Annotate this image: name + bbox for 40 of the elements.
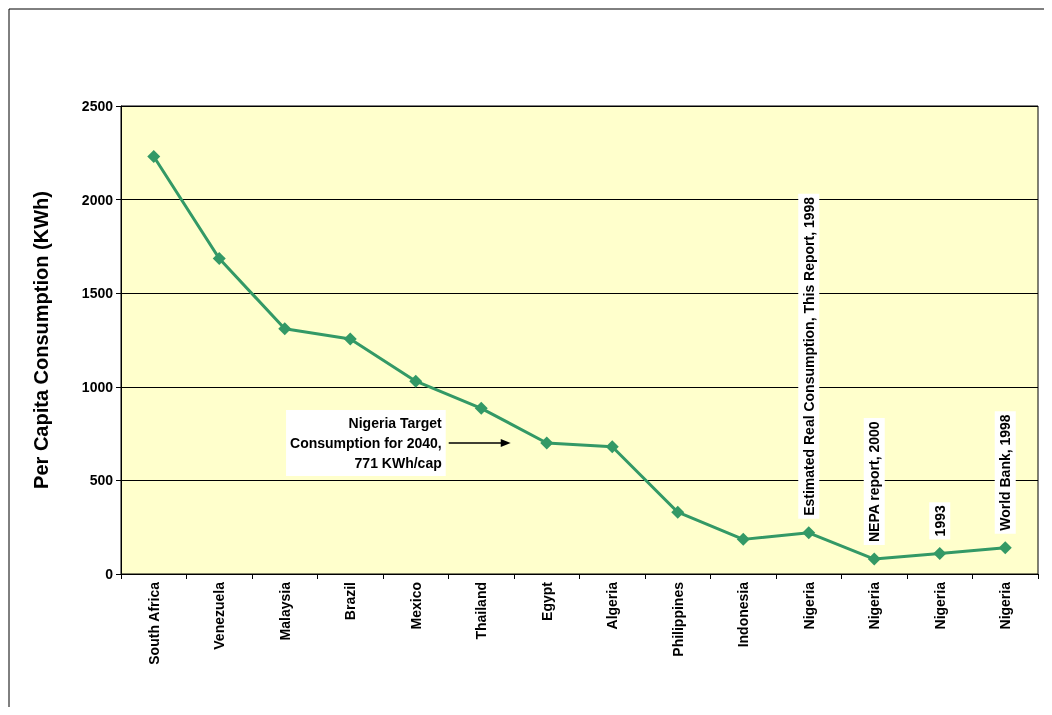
y-tick-label: 500 xyxy=(89,472,114,489)
y-axis-title: Per Capita Consumption (KWh) xyxy=(30,191,52,489)
x-tick-label: Mexico xyxy=(407,582,424,630)
x-tick-label: Nigeria xyxy=(866,581,883,630)
x-tick-label: Philippines xyxy=(669,581,686,657)
point xyxy=(736,532,750,546)
y-tick-label: 1500 xyxy=(81,285,114,302)
annotation: Estimated Real Consumption, This Report, 1998 xyxy=(800,196,817,516)
x-tick-label: South Africa xyxy=(145,581,162,665)
point xyxy=(540,436,554,450)
x-tick-label: Algeria xyxy=(604,581,621,630)
point xyxy=(212,252,226,266)
annotation: World Bank, 1998 xyxy=(997,414,1014,531)
x-tick-label: Nigeria xyxy=(931,581,948,630)
x-tick-label: Brazil xyxy=(342,582,359,621)
y-tick-label: 1000 xyxy=(81,378,114,395)
y-tick-label: 0 xyxy=(105,566,114,582)
point xyxy=(409,374,423,388)
point xyxy=(278,322,292,336)
annotation: Nigeria Target Consumption for 2040, 771 KWh/cap xyxy=(290,415,443,471)
x-tick-label: Indonesia xyxy=(735,581,752,648)
point xyxy=(998,541,1012,555)
annotation: NEPA report, 2000 xyxy=(866,421,883,543)
x-tick-label: Nigeria xyxy=(800,581,817,630)
point xyxy=(802,526,816,540)
annotation: 1993 xyxy=(931,505,948,537)
x-tick-label: Thailand xyxy=(473,582,490,640)
point xyxy=(933,546,947,560)
x-tick-label: Egypt xyxy=(538,581,555,621)
point xyxy=(867,552,881,566)
x-tick-label: Nigeria xyxy=(997,581,1014,630)
point xyxy=(605,440,619,454)
point xyxy=(147,150,161,164)
x-tick-label: Venezuela xyxy=(211,581,228,650)
y-tick-label: 2000 xyxy=(81,191,114,208)
point xyxy=(343,332,357,346)
x-tick-label: Malaysia xyxy=(276,581,293,641)
point xyxy=(671,505,685,519)
point xyxy=(474,401,488,415)
y-tick-label: 2500 xyxy=(81,98,114,114)
